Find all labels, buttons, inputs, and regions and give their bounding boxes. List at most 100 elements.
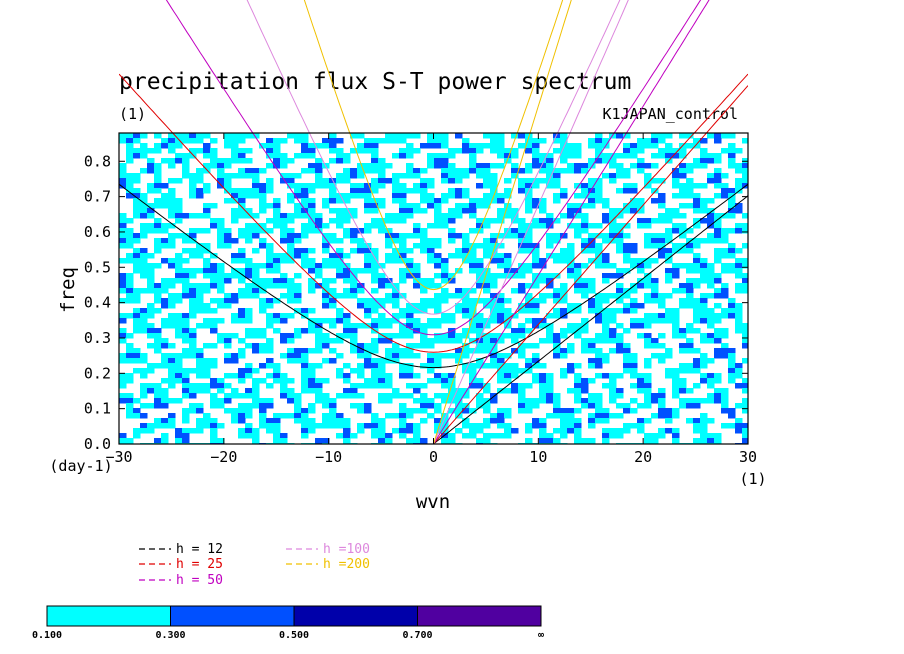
spectrum-cell (161, 323, 169, 329)
spectrum-cell (574, 333, 582, 339)
spectrum-cell (742, 273, 748, 279)
spectrum-cell (252, 378, 260, 384)
spectrum-cell (693, 383, 701, 389)
spectrum-cell (371, 323, 379, 329)
spectrum-cell (609, 273, 617, 279)
spectrum-cell (560, 233, 568, 239)
spectrum-cell (168, 378, 176, 384)
spectrum-cell (280, 333, 288, 339)
spectrum-cell (658, 198, 666, 204)
spectrum-cell (455, 398, 463, 404)
spectrum-cell (546, 283, 554, 289)
spectrum-cell (126, 138, 134, 144)
spectrum-cell (560, 333, 568, 339)
spectrum-cell (147, 343, 155, 349)
spectrum-cell (679, 133, 687, 139)
spectrum-cell (273, 418, 281, 424)
spectrum-cell (532, 203, 540, 209)
spectrum-cell (497, 308, 505, 314)
spectrum-cell (399, 213, 407, 219)
spectrum-cell (399, 353, 407, 359)
spectrum-cell (168, 343, 176, 349)
spectrum-cell (420, 333, 428, 339)
spectrum-cell (252, 328, 260, 334)
spectrum-cell (413, 233, 421, 239)
spectrum-cell (196, 253, 204, 259)
spectrum-cell (637, 323, 645, 329)
spectrum-cell (182, 438, 190, 444)
spectrum-cell (357, 148, 365, 154)
spectrum-cell (399, 328, 407, 334)
spectrum-cell (595, 338, 603, 344)
spectrum-cell (679, 378, 687, 384)
spectrum-cell (322, 398, 330, 404)
spectrum-cell (203, 323, 211, 329)
spectrum-cell (371, 263, 379, 269)
spectrum-cell (539, 263, 547, 269)
spectrum-cell (728, 348, 736, 354)
spectrum-cell (483, 278, 491, 284)
spectrum-cell (546, 278, 554, 284)
spectrum-cell (700, 278, 708, 284)
spectrum-cell (371, 168, 379, 174)
spectrum-cell (609, 238, 617, 244)
spectrum-cell (385, 298, 393, 304)
spectrum-cell (315, 268, 323, 274)
spectrum-cell (378, 183, 386, 189)
spectrum-cell (504, 333, 512, 339)
spectrum-cell (595, 183, 603, 189)
spectrum-cell (231, 148, 239, 154)
spectrum-cell (273, 263, 281, 269)
spectrum-cell (427, 163, 435, 169)
spectrum-cell (378, 423, 386, 429)
spectrum-cell (392, 288, 400, 294)
spectrum-cell (672, 173, 680, 179)
spectrum-cell (714, 173, 722, 179)
spectrum-cell (483, 193, 491, 199)
spectrum-cell (469, 288, 477, 294)
spectrum-cell (399, 153, 407, 159)
spectrum-cell (560, 193, 568, 199)
spectrum-cell (154, 333, 162, 339)
spectrum-cell (742, 223, 748, 229)
spectrum-cell (532, 308, 540, 314)
spectrum-cell (574, 143, 582, 149)
spectrum-cell (336, 393, 344, 399)
spectrum-cell (322, 403, 330, 409)
spectrum-cell (742, 263, 748, 269)
spectrum-cell (154, 263, 162, 269)
spectrum-cell (406, 308, 414, 314)
spectrum-cell (602, 293, 610, 299)
spectrum-cell (525, 238, 533, 244)
spectrum-cell (343, 363, 351, 369)
spectrum-cell (630, 198, 638, 204)
spectrum-cell (665, 278, 673, 284)
spectrum-cell (315, 158, 323, 164)
spectrum-cell (560, 168, 568, 174)
spectrum-cell (483, 318, 491, 324)
spectrum-cell (553, 408, 561, 414)
colorbar: 0.100 0.300 0.500 0.700 ∞ (32, 605, 544, 641)
spectrum-cell (560, 328, 568, 334)
spectrum-cell (140, 388, 148, 394)
spectrum-cell (399, 423, 407, 429)
spectrum-cell (413, 303, 421, 309)
spectrum-cell (196, 373, 204, 379)
spectrum-cell (168, 398, 176, 404)
spectrum-cell (497, 413, 505, 419)
dispersion-curve-kelvin (433, 0, 710, 444)
spectrum-cell (224, 393, 232, 399)
spectrum-cell (616, 133, 624, 139)
spectrum-cell (546, 323, 554, 329)
spectrum-cell (427, 403, 435, 409)
spectrum-cell (441, 393, 449, 399)
spectrum-cell (525, 423, 533, 429)
spectrum-cell (742, 328, 748, 334)
spectrum-cell (287, 353, 295, 359)
spectrum-cell (511, 428, 519, 434)
spectrum-cell (154, 363, 162, 369)
spectrum-cell (329, 338, 337, 344)
spectrum-cell (343, 418, 351, 424)
spectrum-cell (672, 408, 680, 414)
spectrum-cell (357, 188, 365, 194)
